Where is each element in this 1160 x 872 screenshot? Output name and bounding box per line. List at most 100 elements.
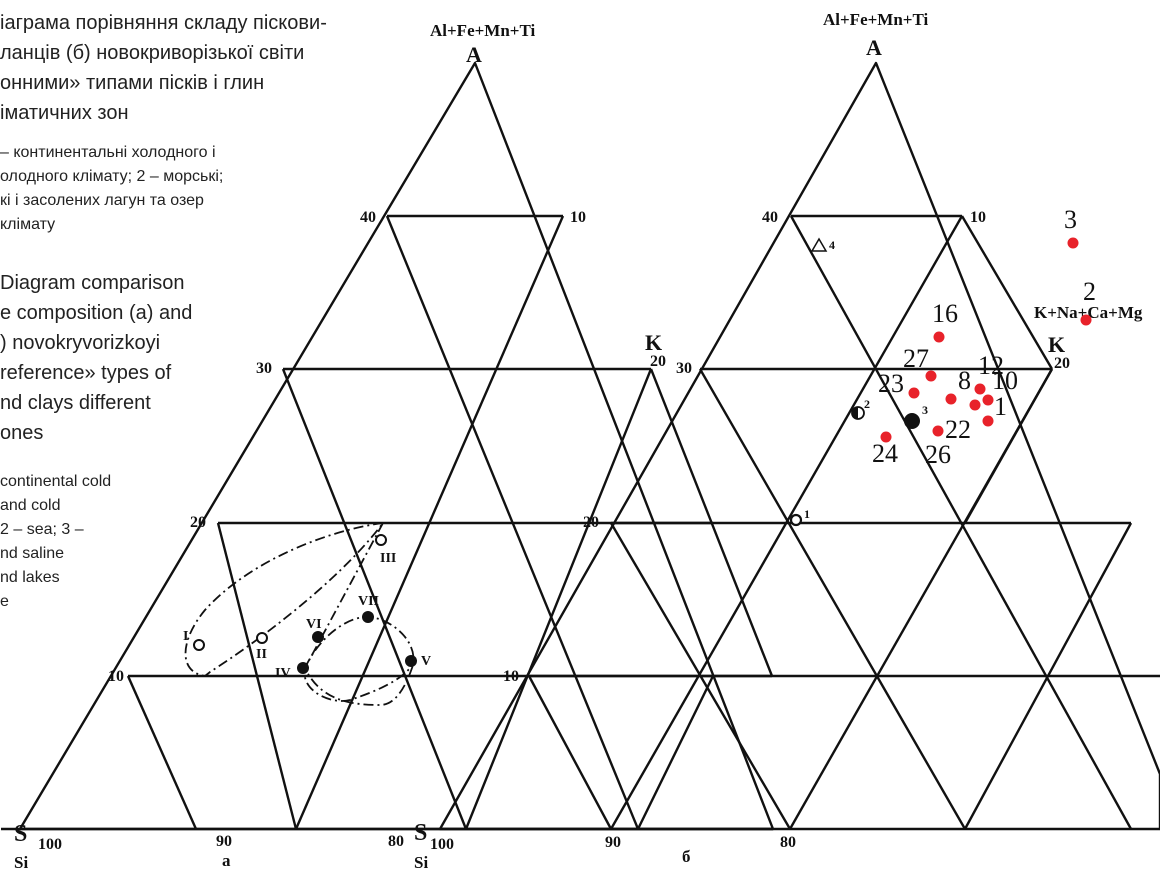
caption-line: 2 – sea; 3 – — [0, 521, 84, 538]
caption-line: клімату — [0, 216, 56, 233]
sample-label: 12 — [978, 351, 1004, 380]
reference-label: 2 — [864, 397, 870, 411]
point-solid — [405, 655, 417, 667]
sample-label: 16 — [932, 299, 958, 328]
point-solid — [312, 631, 324, 643]
axis-subscript: Si — [414, 853, 428, 872]
point-open — [193, 639, 205, 651]
caption-ua-title: іаграма порівняння складу піскови- ланці… — [0, 8, 327, 128]
reference-label: 3 — [922, 403, 928, 417]
point-label: VI — [306, 617, 322, 632]
sample-point — [932, 425, 944, 437]
apex-formula: Al+Fe+Mn+Ti — [430, 21, 536, 40]
panel-label: а — [222, 851, 231, 870]
tick-label: 80 — [388, 833, 404, 850]
tick-label: 10 — [570, 209, 586, 226]
caption-line: nd saline — [0, 545, 65, 562]
apex-letter: A — [466, 42, 482, 67]
diagram-b-reference-points: 1 2 3 4 — [789, 237, 928, 527]
axis-letter: K — [1048, 332, 1065, 357]
tick-label: 10 — [970, 209, 986, 226]
caption-line: іматичних зон — [0, 102, 129, 124]
caption-line: іаграма порівняння складу піскови- — [0, 12, 327, 34]
axis-value: 20 — [1054, 355, 1070, 372]
grid-line — [609, 522, 792, 830]
caption-line: олодного клімату; 2 – морські; — [0, 168, 224, 185]
diagram-b — [438, 61, 1160, 831]
sample-point — [908, 387, 920, 399]
point-label: IV — [275, 666, 291, 681]
reference-triangle — [810, 237, 828, 252]
tick-label: 30 — [676, 360, 692, 377]
tick-label: 80 — [780, 834, 796, 851]
caption-line: кі і засолених лагун та озер — [0, 192, 204, 209]
sample-point — [1067, 237, 1079, 249]
reference-label: 4 — [829, 238, 835, 252]
sample-label: 24 — [872, 439, 898, 468]
point-label: II — [256, 647, 267, 662]
axis-value: 100 — [38, 836, 62, 853]
reference-solid-circle — [904, 413, 920, 429]
sample-point — [982, 415, 994, 427]
sample-label: 2 — [1083, 277, 1096, 306]
sample-point — [974, 383, 986, 395]
grid-line — [963, 368, 1054, 524]
grid-line — [464, 368, 653, 830]
apex-formula: Al+Fe+Mn+Ti — [823, 10, 929, 29]
caption-en-legend: continental cold and cold 2 – sea; 3 – n… — [0, 470, 111, 614]
grid-line — [527, 675, 613, 830]
diagram-b-samples: 3 2 16 27 12 23 8 10 1 22 24 26 — [872, 205, 1096, 469]
caption-ua-legend: – континентальні холодного і олодного кл… — [0, 141, 223, 237]
axis-letter: K — [645, 330, 662, 355]
caption-line: nd lakes — [0, 569, 60, 586]
axis-subscript: Si — [14, 853, 28, 872]
caption-line: nd clays different — [0, 392, 151, 414]
reference-open-circle — [789, 513, 803, 527]
sample-label: 26 — [925, 440, 951, 469]
reference-half-fill — [852, 407, 858, 419]
caption-line: and cold — [0, 497, 61, 514]
caption-en-title: Diagram comparison e composition (a) and… — [0, 268, 192, 448]
caption-line: ) novokryvorizkoyi — [0, 332, 161, 354]
tick-label: 30 — [256, 360, 272, 377]
grid-line — [281, 368, 468, 830]
grid-line — [698, 368, 967, 830]
caption-line: ланців (б) новокриворізької світи — [0, 42, 305, 64]
grid-line — [789, 215, 1133, 830]
point-label: III — [380, 551, 396, 566]
tick-label: 40 — [360, 209, 376, 226]
sample-label: 10 — [992, 366, 1018, 395]
panel-label: б — [682, 847, 691, 866]
caption-line: онними» типами пісків і глин — [0, 72, 265, 94]
point-label: V — [421, 654, 431, 669]
field-continental — [184, 521, 386, 677]
grid-line — [126, 675, 198, 830]
sample-point — [1080, 314, 1092, 326]
tick-label: 10 — [503, 668, 519, 685]
grid-line — [216, 522, 298, 830]
point-open — [375, 534, 387, 546]
axis-letter: S — [414, 820, 427, 846]
caption-line: continental cold — [0, 473, 112, 490]
axis-letter: S — [14, 821, 27, 847]
triangle-a-frame — [18, 61, 775, 831]
field-lagoon — [304, 616, 415, 706]
sample-point — [925, 370, 937, 382]
sample-label: 8 — [958, 366, 971, 395]
sample-point — [982, 394, 994, 406]
sample-label: 3 — [1064, 205, 1077, 234]
tick-label: 90 — [216, 833, 232, 850]
point-open — [256, 632, 268, 644]
field-sea — [303, 522, 411, 702]
caption-line: Diagram comparison — [0, 272, 185, 294]
point-solid — [297, 662, 309, 674]
sample-point — [945, 393, 957, 405]
diagram-a-labels: Al+Fe+Mn+Ti A 40 10 30 K 20 20 10 S 100 … — [14, 21, 666, 872]
sample-label: 22 — [945, 415, 971, 444]
point-label: VII — [358, 594, 379, 609]
caption-line: reference» types of — [0, 362, 172, 384]
reference-label: 1 — [804, 507, 810, 521]
caption-line: e composition (a) and — [0, 302, 193, 324]
tick-label: 90 — [605, 834, 621, 851]
